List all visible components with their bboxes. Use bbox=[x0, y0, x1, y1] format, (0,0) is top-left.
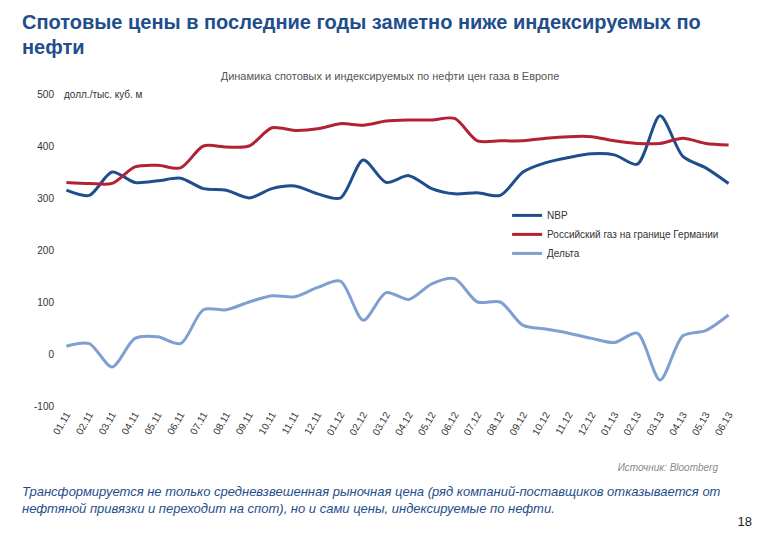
svg-text:05.12: 05.12 bbox=[416, 410, 438, 438]
svg-text:08.11: 08.11 bbox=[211, 410, 233, 437]
svg-text:10.12: 10.12 bbox=[530, 410, 552, 438]
svg-text:02.11: 02.11 bbox=[74, 410, 96, 437]
svg-text:02.12: 02.12 bbox=[347, 410, 369, 438]
svg-text:06.13: 06.13 bbox=[713, 410, 735, 438]
svg-text:100: 100 bbox=[37, 297, 54, 308]
svg-text:07.11: 07.11 bbox=[188, 410, 210, 437]
svg-text:12.11: 12.11 bbox=[302, 410, 324, 437]
svg-text:03.12: 03.12 bbox=[370, 410, 392, 438]
svg-text:04.11: 04.11 bbox=[119, 410, 141, 437]
svg-text:10.11: 10.11 bbox=[256, 410, 278, 437]
svg-text:06.11: 06.11 bbox=[165, 410, 187, 437]
svg-text:05.13: 05.13 bbox=[690, 410, 712, 438]
svg-text:400: 400 bbox=[37, 141, 54, 152]
svg-text:11.12: 11.12 bbox=[553, 410, 575, 437]
svg-text:Дельта: Дельта bbox=[547, 248, 580, 259]
html-text:Источник: Bloomberg: Источник: Bloomberg bbox=[617, 462, 718, 473]
svg-text:0: 0 bbox=[48, 349, 54, 360]
svg-text:03.11: 03.11 bbox=[96, 410, 118, 437]
svg-text:500: 500 bbox=[37, 89, 54, 100]
html-text:Спотовые цены в последние годы: Спотовые цены в последние годы заметно н… bbox=[22, 11, 701, 58]
svg-text:04.12: 04.12 bbox=[393, 410, 415, 438]
html-text:Трансформируется не только сре: Трансформируется не только средневзвешен… bbox=[22, 484, 721, 516]
html-text:18: 18 bbox=[737, 514, 752, 529]
svg-text:01.13: 01.13 bbox=[598, 410, 620, 438]
svg-text:03.13: 03.13 bbox=[644, 410, 666, 438]
svg-text:06.12: 06.12 bbox=[439, 410, 461, 438]
svg-text:05.11: 05.11 bbox=[142, 410, 164, 437]
svg-text:08.12: 08.12 bbox=[484, 410, 506, 438]
svg-text:-100: -100 bbox=[34, 401, 54, 412]
svg-text:02.13: 02.13 bbox=[621, 410, 643, 438]
svg-text:200: 200 bbox=[37, 245, 54, 256]
svg-text:07.12: 07.12 bbox=[461, 410, 483, 438]
svg-text:300: 300 bbox=[37, 193, 54, 204]
svg-text:04.13: 04.13 bbox=[667, 410, 689, 438]
svg-text:12.12: 12.12 bbox=[576, 410, 598, 438]
svg-text:Динамика спотовых и индексируе: Динамика спотовых и индексируемых по неф… bbox=[221, 70, 560, 82]
svg-text:11.11: 11.11 bbox=[280, 410, 302, 436]
svg-text:Российский газ на границе Герм: Российский газ на границе Германии bbox=[547, 229, 718, 240]
svg-text:09.12: 09.12 bbox=[507, 410, 529, 438]
svg-text:09.11: 09.11 bbox=[233, 410, 255, 437]
svg-text:долл./тыс. куб. м: долл./тыс. куб. м bbox=[64, 89, 143, 100]
svg-text:NBP: NBP bbox=[547, 210, 568, 221]
svg-text:01.11: 01.11 bbox=[51, 410, 73, 437]
svg-text:01.12: 01.12 bbox=[324, 410, 346, 438]
